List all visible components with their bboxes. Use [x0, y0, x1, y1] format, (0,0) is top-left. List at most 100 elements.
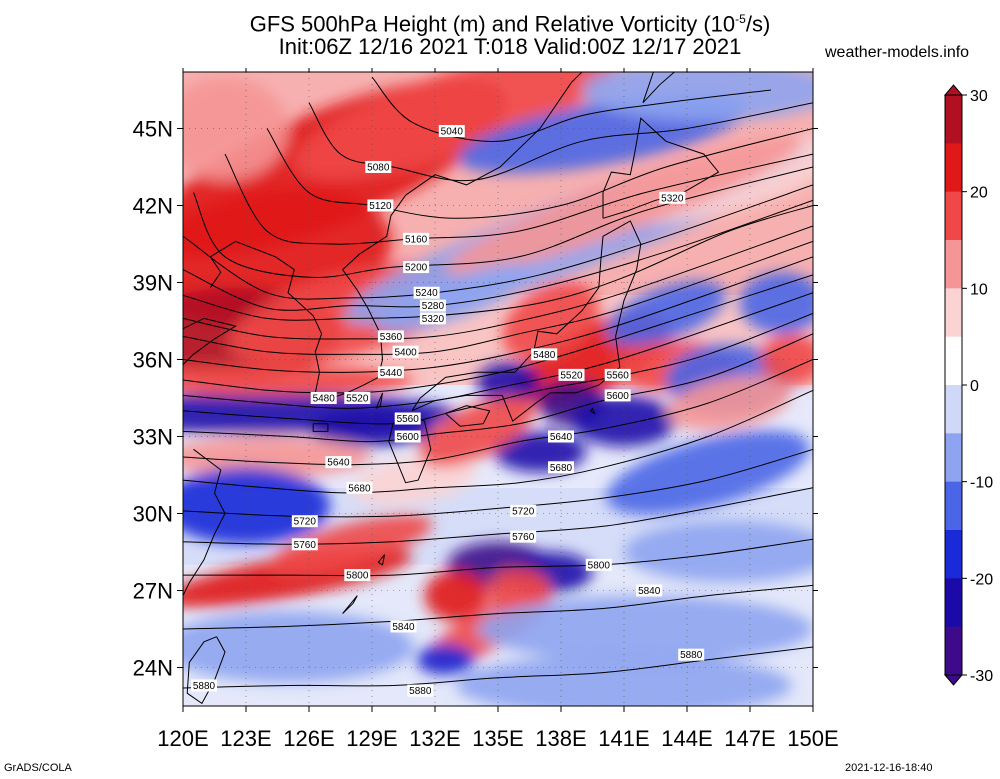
contour-5880: [183, 646, 813, 689]
contour-label: 5160: [403, 232, 430, 245]
contour-label: 5880: [191, 679, 217, 692]
svg-text:5600: 5600: [607, 391, 630, 402]
coastline-east-china-coast: [183, 448, 226, 596]
coastline-sakhalin: [642, 72, 676, 104]
colorbar-tick-label: -10: [970, 475, 993, 492]
lon-tick-label: 138E: [535, 726, 586, 751]
colorbar-segment: [945, 530, 962, 579]
colorbar-segment: [945, 433, 962, 483]
coastline-shikoku: [445, 405, 491, 427]
contour-label: 5600: [394, 430, 421, 443]
vorticity-cell: [183, 77, 288, 180]
lat-tick-label: 45N: [133, 116, 173, 141]
vorticity-cell: [424, 569, 488, 622]
contour-label: 5600: [604, 389, 631, 402]
svg-text:5680: 5680: [348, 483, 371, 494]
vorticity-cell: [502, 281, 599, 361]
colorbar-tick-label: -20: [970, 571, 993, 588]
vorticity-cell: [571, 395, 677, 447]
coastline-okinawa: [342, 595, 358, 614]
contour-label: 5560: [604, 368, 631, 381]
vorticity-cell: [624, 521, 813, 583]
contour-labels: 5040 5080 5120 5160 5200 5240 5280 5320 5320 5360…: [191, 125, 705, 697]
contour-5840: [183, 584, 813, 630]
height-contours: [183, 76, 813, 689]
vorticity-cell: [376, 263, 536, 333]
contour-label: 5320: [659, 191, 686, 204]
contour-5480: [183, 274, 813, 394]
contour-5720: [183, 448, 813, 518]
vorticity-cell: [183, 467, 330, 545]
contour-5080: [308, 102, 813, 182]
contour-5640: [183, 359, 813, 466]
lon-tick-label: 144E: [661, 726, 712, 751]
svg-text:5760: 5760: [512, 532, 535, 543]
svg-text:5800: 5800: [588, 560, 611, 571]
contour-label: 5720: [510, 504, 537, 517]
lon-tick-label: 123E: [220, 726, 271, 751]
svg-text:5840: 5840: [638, 586, 661, 597]
svg-text:5760: 5760: [294, 540, 317, 551]
contour-5560: [183, 312, 813, 425]
svg-text:5280: 5280: [422, 301, 445, 312]
coastline-izu-islands: [590, 407, 596, 415]
vorticity-cell: [760, 333, 813, 386]
colorbar-segment: [945, 191, 962, 241]
contour-label: 5840: [636, 584, 663, 597]
footer-timestamp: 2021-12-16-18:40: [845, 762, 933, 774]
contour-label: 5640: [548, 430, 574, 443]
svg-text:5880: 5880: [680, 650, 703, 661]
contour-label: 5480: [531, 348, 558, 361]
map-title-line2: Init:06Z 12/16 2021 T:018 Valid:00Z 12/1…: [278, 34, 742, 59]
svg-text:5720: 5720: [512, 506, 535, 517]
lon-tick-label: 132E: [409, 726, 460, 751]
colorbar-tick-label: 30: [970, 88, 988, 105]
vorticity-cell: [416, 644, 475, 676]
contour-label: 5760: [291, 538, 318, 551]
contour-5600: [183, 333, 813, 443]
contour-label: 5680: [346, 481, 373, 494]
vorticity-cell: [295, 72, 617, 179]
lat-tick-label: 39N: [133, 270, 173, 295]
vorticity-cell: [446, 136, 802, 275]
contour-label: 5280: [419, 299, 446, 312]
vorticity-cell: [666, 375, 792, 431]
contour-label: 5320: [419, 312, 446, 325]
contour-5360: [183, 225, 813, 340]
contour-5760: [183, 487, 813, 545]
svg-text:5560: 5560: [397, 414, 420, 425]
contour-label: 5800: [344, 569, 371, 582]
colorbar-segment: [945, 143, 962, 193]
svg-text:5400: 5400: [394, 347, 417, 358]
contour-label: 5520: [558, 368, 585, 381]
contour-label: 5880: [407, 684, 434, 697]
coastline-korea-west-coast: [275, 256, 325, 401]
vorticity-cell: [582, 72, 813, 121]
vorticity-cell: [269, 514, 433, 574]
lon-tick-label: 147E: [724, 726, 775, 751]
vorticity-cell: [351, 454, 477, 506]
lat-tick-label: 27N: [133, 578, 173, 603]
vorticity-cell: [739, 272, 813, 334]
colorbar-min-arrow: [943, 674, 964, 686]
lon-tick-label: 135E: [472, 726, 523, 751]
svg-text:5480: 5480: [533, 350, 556, 361]
contour-label: 5680: [548, 461, 574, 474]
svg-text:5120: 5120: [369, 201, 392, 212]
contour-label: 5560: [394, 412, 421, 425]
site-label: weather-models.info: [825, 44, 970, 61]
colorbar-segment: [945, 385, 962, 434]
contour-5400: [183, 240, 813, 355]
contour-label: 5760: [510, 530, 537, 543]
vorticity-cell: [183, 436, 372, 478]
lat-tick-label: 42N: [133, 193, 173, 218]
colorbar-segment: [945, 481, 962, 531]
svg-text:5080: 5080: [367, 162, 390, 173]
vorticity-cell: [606, 280, 726, 346]
svg-text:5240: 5240: [415, 288, 438, 299]
contour-5160: [224, 153, 813, 245]
contour-5520: [183, 292, 813, 409]
svg-text:5640: 5640: [550, 432, 573, 443]
coastline-russia-coast: [405, 72, 583, 196]
svg-text:5160: 5160: [405, 234, 428, 245]
